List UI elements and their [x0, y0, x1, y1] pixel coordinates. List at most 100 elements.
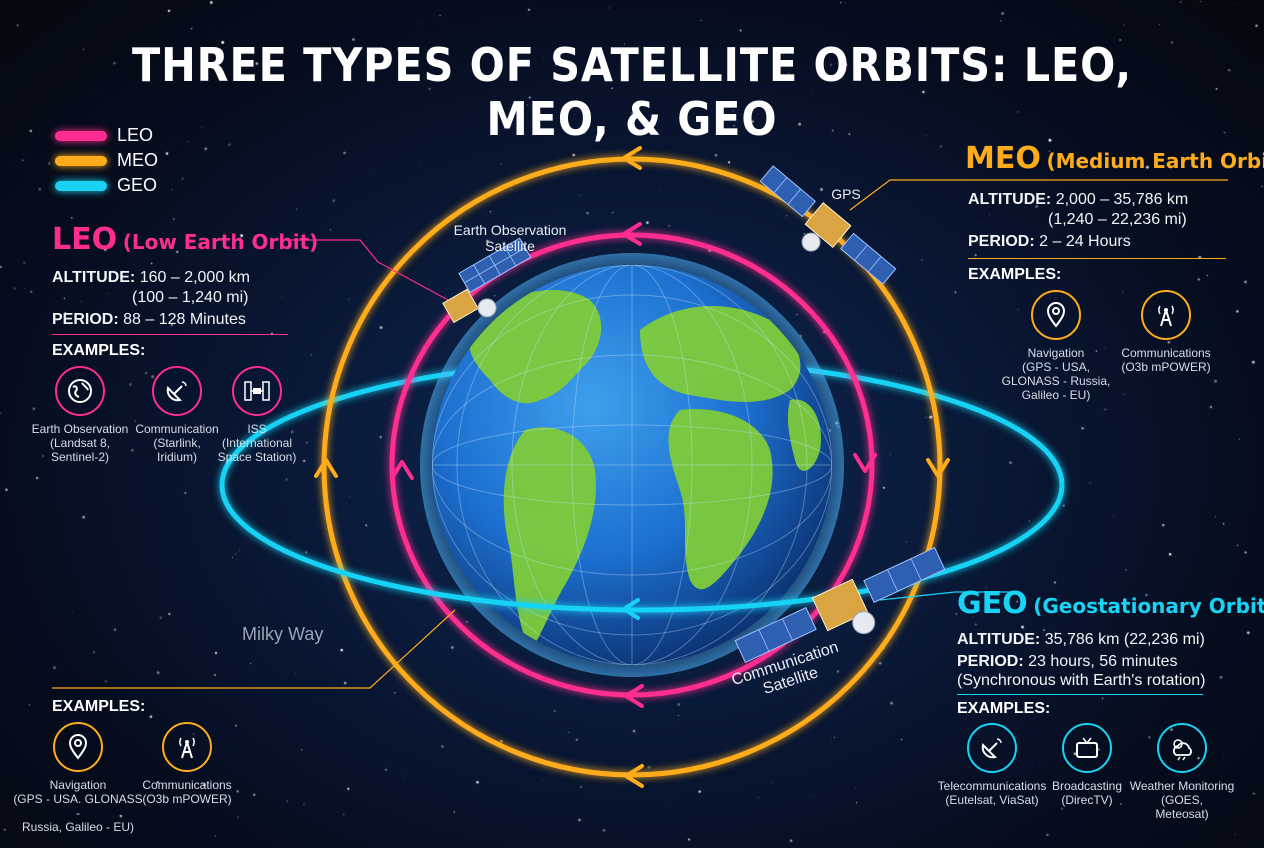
- geo-example-caption: Weather Monitoring (GOES, Meteosat): [1129, 779, 1235, 821]
- leo-arrow-right: [853, 453, 877, 473]
- leo-altitude: ALTITUDE: 160 – 2,000 km: [52, 268, 250, 288]
- meo-leader-line: [849, 179, 1228, 211]
- globe-icon: [55, 366, 105, 416]
- earth-globe: [420, 253, 844, 677]
- milky-way-label: Milky Way: [242, 624, 324, 644]
- meo-lower-examples-title: EXAMPLES:: [52, 698, 146, 715]
- meo-heading: MEO (Medium Earth Orbit): [965, 141, 1264, 176]
- leo-example-caption: Earth Observation (Landsat 8, Sentinel-2…: [31, 422, 129, 464]
- location-pin-icon: [53, 722, 103, 772]
- geo-period-note: (Synchronous with Earth's rotation): [957, 672, 1206, 689]
- leo-arrow-left: [390, 460, 414, 480]
- leo-abbr: LEO: [52, 222, 118, 257]
- meo-lower-example-caption: Navigation (GPS - USA. GLONASS - Russia,…: [13, 778, 143, 834]
- leo-altitude-alt: (100 – 1,240 mi): [132, 289, 249, 306]
- meo-altitude: ALTITUDE: 2,000 – 35,786 km: [968, 190, 1188, 210]
- meo-lower-leader-line: [52, 609, 456, 689]
- leo-period-label: PERIOD:: [52, 311, 119, 328]
- legend-item-geo: GEO: [55, 175, 157, 196]
- meo-arrow-bottom: [624, 764, 644, 788]
- location-pin-icon: [1031, 290, 1081, 340]
- legend-swatch-meo: [55, 155, 107, 166]
- earth-observation-satellite-label: Earth Observation Satellite: [453, 222, 567, 254]
- meo-lower-example-caption: Communications (O3b mPOWER): [142, 778, 232, 806]
- leo-example-caption: ISS (International Space Station): [217, 422, 297, 464]
- geo-period-value: 23 hours, 56 minutes: [1028, 653, 1178, 670]
- geo-divider: [957, 694, 1203, 695]
- gps-satellite-label: GPS: [831, 186, 861, 202]
- geo-altitude-label: ALTITUDE:: [957, 631, 1041, 648]
- leo-heading: LEO (Low Earth Orbit): [52, 222, 318, 257]
- leo-example-earth-observation: Earth Observation (Landsat 8, Sentinel-2…: [15, 366, 145, 464]
- antenna-tower-icon: [1141, 290, 1191, 340]
- leo-leader-line: [285, 239, 449, 301]
- geo-example-caption: Broadcasting (DirecTV): [1051, 779, 1123, 807]
- legend-item-meo: MEO: [55, 150, 158, 171]
- leo-period-value: 88 – 128 Minutes: [123, 311, 246, 328]
- meo-divider: [968, 258, 1226, 259]
- leo-divider: [52, 334, 288, 335]
- meo-period-value: 2 – 24 Hours: [1039, 233, 1131, 250]
- space-station-icon: [232, 366, 282, 416]
- earth-observation-satellite-icon: [442, 237, 532, 324]
- geo-leader-line: [879, 591, 1010, 601]
- geo-example-weather: Weather Monitoring (GOES, Meteosat): [1117, 723, 1247, 821]
- leo-full-name: (Low Earth Orbit): [122, 230, 319, 254]
- meo-abbr: MEO: [965, 141, 1041, 176]
- meo-altitude-alt: (1,240 – 22,236 mi): [1048, 211, 1187, 228]
- geo-full-name: (Geostationary Orbit): [1033, 594, 1264, 618]
- geo-arrow: [622, 598, 640, 620]
- leo-example-caption: Communication (Starlink, Iridium): [135, 422, 219, 464]
- meo-lower-example-communications: Communications (O3b mPOWER): [122, 722, 252, 806]
- legend-swatch-leo: [55, 130, 107, 141]
- meo-example-communications: Communications (O3b mPOWER): [1101, 290, 1231, 374]
- meo-full-name: (Medium Earth Orbit): [1046, 149, 1264, 173]
- satellite-dish-icon: [967, 723, 1017, 773]
- antenna-tower-icon: [162, 722, 212, 772]
- meo-period: PERIOD: 2 – 24 Hours: [968, 232, 1131, 252]
- geo-example-telecommunications: Telecommunications (Eutelsat, ViaSat): [927, 723, 1057, 807]
- legend-item-leo: LEO: [55, 125, 153, 146]
- leo-arrow-bottom: [624, 684, 644, 708]
- weather-icon: [1157, 723, 1207, 773]
- meo-example-navigation: Navigation (GPS - USA, GLONASS - Russia,…: [991, 290, 1121, 402]
- meo-example-caption: Navigation (GPS - USA, GLONASS - Russia,…: [1001, 346, 1111, 402]
- leo-example-iss: ISS (International Space Station): [192, 366, 322, 464]
- leo-altitude-value: 160 – 2,000 km: [139, 269, 250, 286]
- leo-examples-title: EXAMPLES:: [52, 342, 146, 359]
- satellite-dish-icon: [152, 366, 202, 416]
- geo-examples-title: EXAMPLES:: [957, 700, 1051, 717]
- meo-altitude-value: 2,000 – 35,786 km: [1055, 191, 1189, 208]
- meo-lower-example-navigation: Navigation (GPS - USA. GLONASS - Russia,…: [13, 722, 143, 834]
- geo-altitude: ALTITUDE: 35,786 km (22,236 mi): [957, 630, 1205, 650]
- meo-example-caption: Communications (O3b mPOWER): [1121, 346, 1211, 374]
- leo-arrow-top: [622, 222, 642, 246]
- gps-satellite-icon: [759, 165, 897, 285]
- legend-label-leo: LEO: [117, 125, 154, 145]
- legend-swatch-geo: [55, 180, 107, 191]
- leo-altitude-label: ALTITUDE:: [52, 269, 136, 286]
- meo-orbit: [321, 156, 943, 778]
- geo-period-label: PERIOD:: [957, 653, 1024, 670]
- meo-arrow-top: [622, 146, 642, 170]
- meo-examples-title: EXAMPLES:: [968, 266, 1062, 283]
- legend-label-geo: GEO: [117, 175, 158, 195]
- leo-orbit: [389, 232, 875, 698]
- tv-icon: [1062, 723, 1112, 773]
- orbit-direction-arrows: [314, 146, 950, 788]
- geo-example-broadcasting: Broadcasting (DirecTV): [1022, 723, 1152, 807]
- leo-example-communication: Communication (Starlink, Iridium): [112, 366, 242, 464]
- meo-arrow-left: [314, 458, 338, 478]
- meo-arrow-right: [926, 458, 950, 478]
- communication-satellite-icon: [734, 546, 946, 664]
- geo-altitude-value: 35,786 km (22,236 mi): [1044, 631, 1205, 648]
- geo-period: PERIOD: 23 hours, 56 minutes: [957, 652, 1178, 672]
- meo-altitude-label: ALTITUDE:: [968, 191, 1052, 208]
- geo-abbr: GEO: [957, 586, 1028, 621]
- geo-example-caption: Telecommunications (Eutelsat, ViaSat): [937, 779, 1047, 807]
- page-title: THREE TYPES OF SATELLITE ORBITS: LEO, ME…: [131, 38, 1132, 146]
- meo-period-label: PERIOD:: [968, 233, 1035, 250]
- geo-heading: GEO (Geostationary Orbit): [957, 586, 1264, 621]
